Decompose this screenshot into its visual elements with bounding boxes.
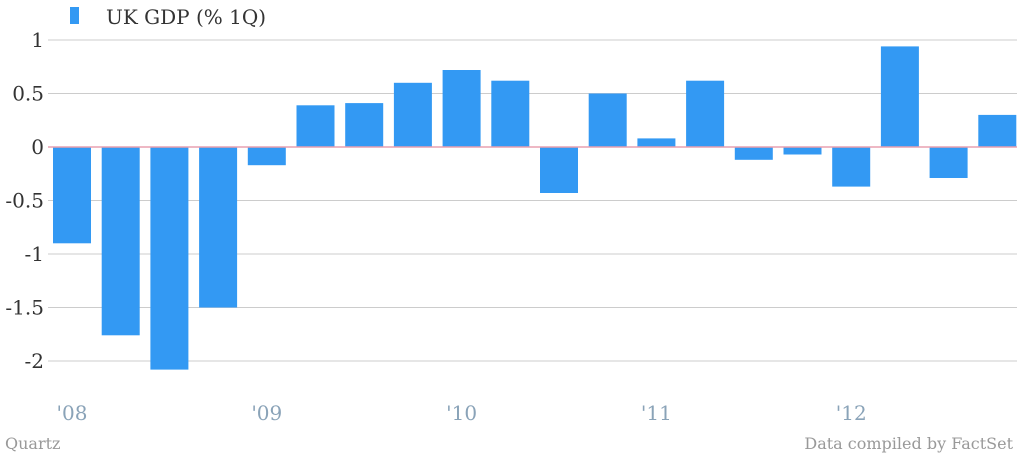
source-left: Quartz (5, 434, 60, 453)
x-tick-label: '10 (446, 401, 477, 425)
y-tick-label: -1.5 (5, 296, 44, 320)
y-tick-label: 0.5 (12, 82, 44, 106)
legend: UK GDP (% 1Q) (70, 5, 266, 29)
bar-5: 2Q 2009: 0.39 (296, 105, 335, 147)
bar-15: 4Q 2011: -0.07 (783, 147, 822, 155)
bar-0: 1Q 2008: -0.9 (53, 147, 91, 244)
grid-layer (48, 39, 1017, 362)
bar-12: 1Q 2011: 0.08 (637, 138, 676, 147)
legend-label: UK GDP (% 1Q) (106, 5, 266, 29)
bar-3: 4Q 2008: -1.5 (199, 147, 238, 308)
bar-18: 3Q 2012: -0.29 (929, 147, 968, 178)
bar-13: 2Q 2011: 0.62 (686, 80, 725, 147)
y-tick-label: 1 (31, 28, 44, 52)
bar-11: 4Q 2010: 0.5 (588, 93, 627, 147)
y-tick-label: 0 (31, 135, 44, 159)
bar-2: 3Q 2008: -2.08 (150, 147, 189, 370)
bar-6: 3Q 2009: 0.41 (345, 103, 384, 147)
x-tick-label: '12 (836, 401, 867, 425)
bar-10: 3Q 2010: -0.43 (540, 147, 578, 193)
x-tick-label: '08 (57, 401, 88, 425)
bar-7: 4Q 2009: 0.6 (393, 82, 432, 147)
bar-14: 3Q 2011: -0.12 (734, 147, 773, 160)
x-tick-label: '11 (641, 401, 672, 425)
source-right: Data compiled by FactSet (804, 434, 1013, 453)
bar-layer: 1Q 2008: -0.9 2Q 2008: -1.76 3Q 2008: -2.0… (53, 46, 1017, 370)
bar-19: 4Q 2012: 0.3 (978, 114, 1017, 147)
bar-17: 2Q 2012: 0.94 (880, 46, 919, 147)
legend-swatch (70, 7, 79, 24)
y-axis-ticks: 1 0.5 0 -0.5 -1 -1.5 -2 (5, 28, 44, 373)
y-tick-label: -2 (25, 349, 44, 373)
bar-8: 1Q 2010: 0.72 (442, 70, 481, 147)
bar-1: 2Q 2008: -1.76 (101, 147, 140, 336)
x-tick-label: '09 (251, 401, 282, 425)
x-axis-ticks: '08 '09 '10 '11 '12 (57, 401, 867, 425)
y-tick-label: -0.5 (5, 189, 44, 213)
y-tick-label: -1 (25, 242, 44, 266)
bar-4: 1Q 2009: -0.17 (247, 147, 286, 166)
bar-16: 1Q 2012: -0.37 (832, 147, 871, 187)
bar-9: 2Q 2010: 0.62 (491, 80, 530, 147)
